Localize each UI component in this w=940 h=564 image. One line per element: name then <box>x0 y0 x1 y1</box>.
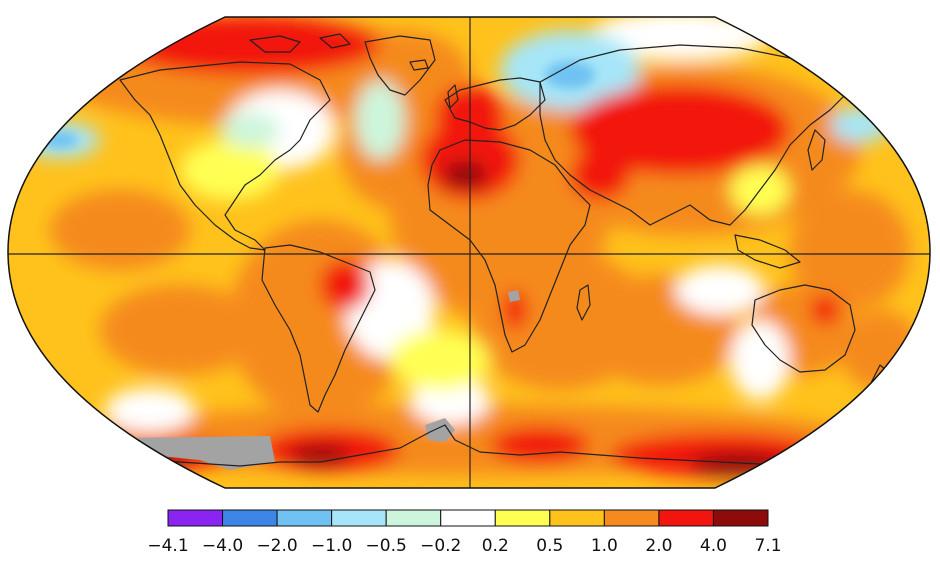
coastline-australia <box>751 284 856 373</box>
patch-antarctica-darkred-far-west <box>110 455 190 475</box>
coastline-antarctica <box>59 424 881 471</box>
patch-antarctica-red-center <box>490 427 590 463</box>
coastline-madagascar <box>576 284 591 321</box>
legend-tick-label: 7.1 <box>754 536 781 556</box>
legend-tick-label: 0.2 <box>482 536 509 556</box>
patch-southwest-africa-red <box>503 290 527 330</box>
legend-swatch <box>276 509 333 527</box>
missing-data-antarctica-west <box>120 436 275 470</box>
legend-tick-label: 0.5 <box>536 536 563 556</box>
patch-bering-cool <box>830 107 890 143</box>
coastlines <box>59 33 889 471</box>
legend-swatch <box>603 509 660 527</box>
legend-tick-label: −4.1 <box>147 536 188 556</box>
coastline-japan <box>807 129 826 171</box>
missing-data-areas <box>120 290 520 470</box>
coastline-africa <box>427 139 591 353</box>
patch-middle-east-red <box>570 150 630 200</box>
patch-canada-yellow <box>180 140 280 200</box>
anomaly-field-patches <box>20 17 920 477</box>
patch-siberia-blue <box>545 61 595 89</box>
legend-tick-label: −1.0 <box>311 536 352 556</box>
legend-swatch <box>658 509 714 527</box>
legend-swatch <box>222 509 278 527</box>
coastline-arctic-islands <box>249 33 351 53</box>
legend-swatch <box>549 509 605 527</box>
coastline-asia <box>539 44 851 226</box>
patch-labrador-cool <box>220 112 280 148</box>
legend-tick-label: −2.0 <box>256 536 297 556</box>
legend-tick-label: 2.0 <box>645 536 672 556</box>
legend-swatch <box>167 509 224 527</box>
patch-central-asia-red <box>570 85 790 175</box>
coastline-southeast-asia-islands <box>734 234 801 269</box>
coastline-greenland <box>364 35 436 96</box>
legend-tick-label: −4.0 <box>202 536 243 556</box>
patch-south-atlantic-yellow <box>390 330 490 390</box>
patch-australia-red <box>810 295 840 325</box>
patch-brazil-red <box>320 260 370 310</box>
legend-colorbar <box>167 509 769 527</box>
anomaly-field-details <box>42 61 595 148</box>
patch-west-pacific <box>790 190 910 310</box>
patch-australia-neutral <box>730 320 790 400</box>
coastline-north-america <box>119 61 331 251</box>
legend-tick-label: −0.2 <box>420 536 461 556</box>
legend-swatch <box>331 509 387 527</box>
legend-tick-label: 4.0 <box>700 536 727 556</box>
patch-antarctica-darkred-west <box>290 445 350 465</box>
coastline-south-america <box>261 244 376 413</box>
patch-east-australia <box>840 310 920 390</box>
patch-south-pacific-east <box>100 285 260 375</box>
legend-swatch <box>440 509 496 527</box>
patch-arctic-red <box>120 17 380 75</box>
legend-tick-labels: −4.1 −4.0 −2.0 −1.0 −0.5 −0.2 0.2 0.5 1.0 2.0 4.0 7… <box>147 536 781 556</box>
patch-south-pacific-neutral <box>105 388 195 432</box>
missing-data-antarctic-peninsula <box>425 418 455 442</box>
missing-data-africa <box>508 290 520 302</box>
patch-greenland-sea-cool <box>355 80 405 160</box>
legend-swatch <box>712 509 769 527</box>
legend-tick-label: −0.5 <box>366 536 407 556</box>
coastline-uk <box>447 84 459 109</box>
patch-indian-ocean-neutral <box>675 265 765 315</box>
legend-tick-label: 1.0 <box>591 536 618 556</box>
legend-swatch <box>385 509 442 527</box>
coastline-europe <box>444 77 546 131</box>
patch-east-pacific <box>50 190 190 270</box>
map-outline <box>7 16 931 489</box>
legend-swatch <box>494 509 551 527</box>
patch-sahara-darkred <box>443 161 487 189</box>
coastline-iceland <box>409 59 429 71</box>
